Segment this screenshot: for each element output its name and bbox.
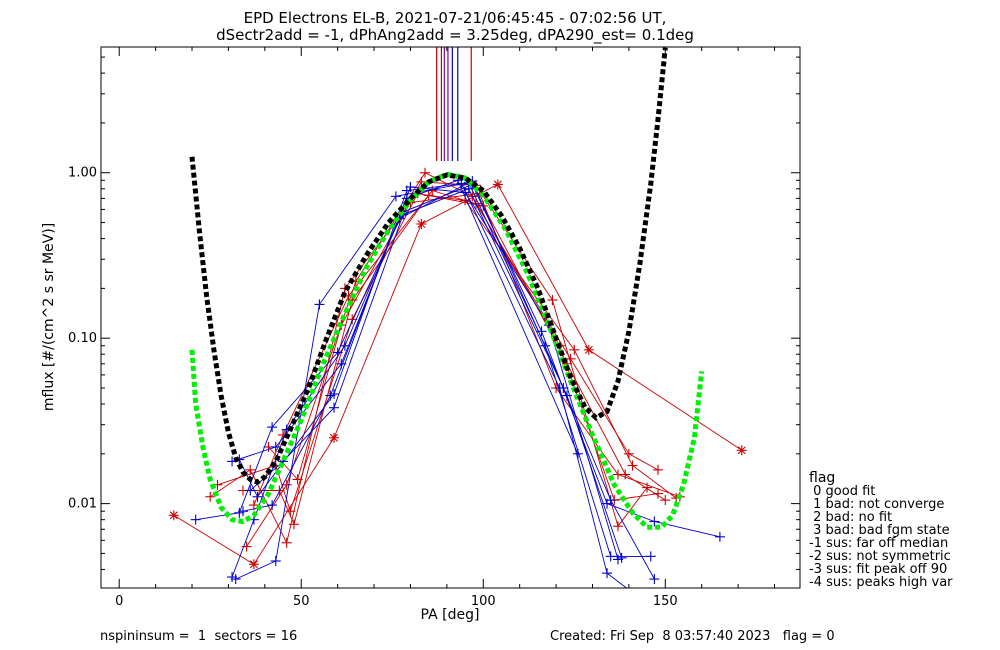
data-point [245, 464, 256, 475]
data-point [649, 574, 660, 585]
data-point [270, 441, 281, 452]
legend-item: -3 sus: fit peak off 90 [809, 562, 947, 577]
data-point [605, 551, 616, 562]
data-point [292, 474, 303, 485]
data-point [569, 344, 580, 355]
footer-left: nspininsum = 1 sectors = 16 [100, 629, 297, 644]
series-line [235, 182, 651, 580]
data-point [620, 469, 631, 480]
x-tick-label: 50 [293, 594, 310, 609]
data-point [270, 555, 281, 566]
legend-item: 0 good fit [809, 484, 875, 499]
data-point [631, 587, 634, 588]
legend-item: 3 bad: bad fgm state [809, 523, 950, 538]
data-point [492, 179, 503, 190]
y-tick-label: 1.00 [68, 166, 97, 181]
data-point [547, 295, 558, 306]
data-point [645, 551, 656, 562]
data-point [627, 460, 638, 471]
legend-item: -4 sus: peaks high var [809, 575, 953, 590]
series-line [231, 179, 579, 462]
legend-item: 1 bad: not converge [809, 497, 944, 512]
data-point [241, 541, 252, 552]
data-point [405, 181, 416, 192]
legend-title: flag [809, 470, 835, 486]
data-point [616, 552, 627, 563]
series-line [246, 172, 659, 547]
data-point [347, 314, 358, 325]
black-fit-curve [189, 47, 668, 485]
y-axis-label: mflux [#/(cm^2 s sr MeV)] [41, 223, 57, 411]
data-point [653, 488, 664, 499]
legend-item: -1 sus: far off median [809, 536, 948, 551]
data-point [572, 448, 583, 459]
data-point [390, 191, 401, 202]
data-point [562, 390, 572, 401]
data-point [325, 390, 336, 401]
data-point [583, 344, 594, 355]
data-point [205, 491, 216, 502]
x-axis-label: PA [deg] [421, 607, 480, 623]
data-point [623, 448, 634, 459]
data-point [420, 167, 431, 178]
series-line [238, 183, 628, 588]
footer-right: Created: Fri Sep 8 03:57:40 2023 flag = … [550, 629, 835, 644]
chart-title: EPD Electrons EL-B, 2021-07-21/06:45:45 … [244, 9, 667, 27]
series-line [243, 194, 677, 526]
data-point [649, 516, 660, 527]
data-point [653, 464, 664, 475]
data-point [329, 402, 339, 413]
chart-subtitle: dSectr2add = -1, dPhAng2add = 3.25deg, d… [216, 26, 694, 45]
data-point [463, 183, 474, 194]
data-point [288, 519, 299, 530]
data-point [416, 218, 427, 229]
data-point [660, 495, 671, 506]
data-point [714, 531, 725, 542]
data-point [612, 521, 623, 532]
data-point [252, 491, 263, 502]
x-tick-label: 100 [471, 594, 496, 609]
data-point [168, 510, 179, 521]
series-line [217, 192, 666, 513]
data-point [336, 358, 347, 369]
data-point [314, 299, 325, 310]
legend: flag 0 good fit 1 bad: not converge 2 ba… [809, 470, 953, 590]
data-point [285, 506, 296, 517]
data-point [227, 572, 238, 583]
data-point [267, 500, 278, 511]
data-point [190, 514, 201, 525]
data-point [736, 445, 747, 456]
legend-item: 2 bad: no fit [809, 510, 892, 525]
y-tick-label: 0.01 [68, 497, 97, 512]
data-point [267, 422, 278, 433]
data-point [329, 432, 339, 443]
data-point [237, 506, 248, 517]
legend-item: -2 sus: not symmetric [809, 549, 951, 564]
data-point [281, 537, 292, 548]
vertical-lines [436, 47, 472, 161]
data-point [248, 500, 259, 511]
y-tick-label: 0.10 [68, 331, 97, 346]
data-point [602, 568, 613, 579]
series-line [253, 190, 659, 506]
data-point [642, 482, 653, 493]
x-tick-label: 0 [115, 594, 123, 609]
axis-ticks: 0 50 100 150 0.01 0.10 1.00 [68, 47, 800, 609]
data-point [605, 495, 616, 506]
fit-curves [189, 47, 705, 530]
data-series [168, 167, 747, 588]
plot-frame [100, 46, 801, 589]
data-point [248, 559, 259, 570]
data-point [245, 485, 256, 496]
x-tick-label: 150 [653, 594, 678, 609]
